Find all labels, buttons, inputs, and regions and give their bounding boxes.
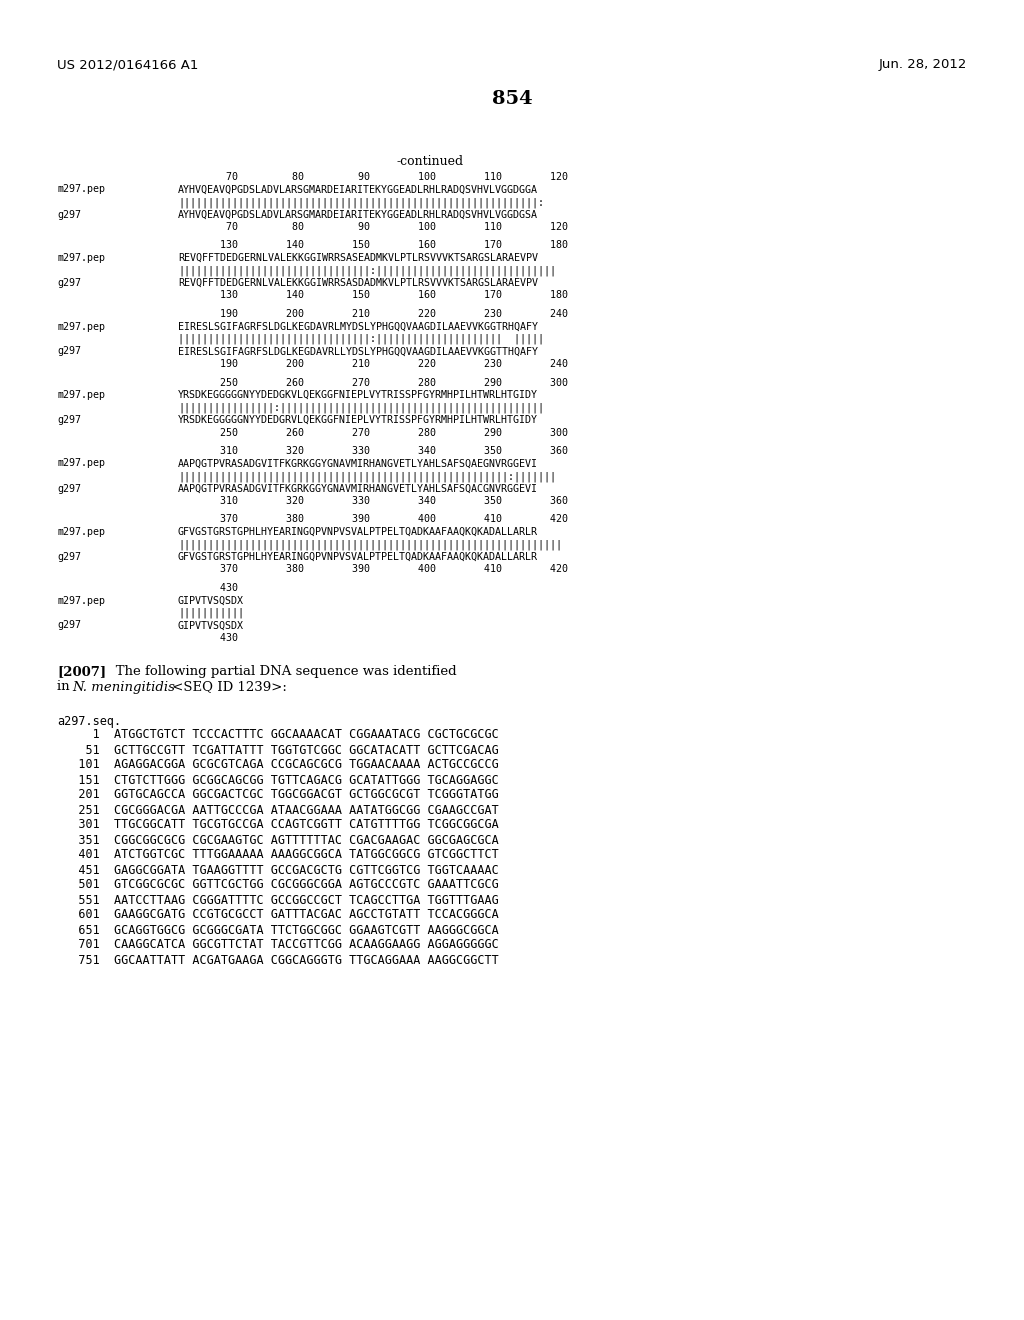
Text: 70         80         90        100        110        120: 70 80 90 100 110 120 xyxy=(178,172,568,182)
Text: ||||||||||||||||:||||||||||||||||||||||||||||||||||||||||||||: ||||||||||||||||:|||||||||||||||||||||||… xyxy=(178,403,544,413)
Text: 430: 430 xyxy=(178,634,238,643)
Text: EIRESLSGIFAGRFSLDGLKEGDAVRLMYDSLYPHGQQVAAGDILAAEVVKGGTRHQAFY: EIRESLSGIFAGRFSLDGLKEGDAVRLMYDSLYPHGQQVA… xyxy=(178,322,538,331)
Text: EIRESLSGIFAGRFSLDGLKEGDAVRLLYDSLYPHGQQVAAGDILAAEVVKGGTTHQAFY: EIRESLSGIFAGRFSLDGLKEGDAVRLLYDSLYPHGQQVA… xyxy=(178,346,538,356)
Text: 451  GAGGCGGATA TGAAGGTTTT GCCGACGCTG CGTTCGGTCG TGGTCAAAAC: 451 GAGGCGGATA TGAAGGTTTT GCCGACGCTG CGT… xyxy=(57,863,499,876)
Text: m297.pep: m297.pep xyxy=(57,527,105,537)
Text: REVQFFTDEDGERNLVALEKKGGIWRRSASDADMKVLPTLRSVVVKTSARGSLARAEVPV: REVQFFTDEDGERNLVALEKKGGIWRRSASDADMKVLPTL… xyxy=(178,279,538,288)
Text: <SEQ ID 1239>:: <SEQ ID 1239>: xyxy=(168,681,287,693)
Text: Jun. 28, 2012: Jun. 28, 2012 xyxy=(879,58,967,71)
Text: US 2012/0164166 A1: US 2012/0164166 A1 xyxy=(57,58,199,71)
Text: 310        320        330        340        350        360: 310 320 330 340 350 360 xyxy=(178,496,568,506)
Text: g297: g297 xyxy=(57,552,81,562)
Text: |||||||||||||||||||||||||||||||||||||||||||||||||||||||:|||||||: ||||||||||||||||||||||||||||||||||||||||… xyxy=(178,471,556,482)
Text: m297.pep: m297.pep xyxy=(57,458,105,469)
Text: m297.pep: m297.pep xyxy=(57,185,105,194)
Text: g297: g297 xyxy=(57,210,81,219)
Text: 430: 430 xyxy=(178,583,238,593)
Text: 250        260        270        280        290        300: 250 260 270 280 290 300 xyxy=(178,378,568,388)
Text: -continued: -continued xyxy=(396,154,464,168)
Text: 651  GCAGGTGGCG GCGGGCGATA TTCTGGCGGC GGAAGTCGTT AAGGGCGGCA: 651 GCAGGTGGCG GCGGGCGATA TTCTGGCGGC GGA… xyxy=(57,924,499,936)
Text: 190        200        210        220        230        240: 190 200 210 220 230 240 xyxy=(178,359,568,370)
Text: YRSDKEGGGGGNYYDEDGKVLQEKGGFNIEPLVYTRISSPFGYRMHPILHTWRLHTGIDY: YRSDKEGGGGGNYYDEDGKVLQEKGGFNIEPLVYTRISSP… xyxy=(178,389,538,400)
Text: g297: g297 xyxy=(57,414,81,425)
Text: 370        380        390        400        410        420: 370 380 390 400 410 420 xyxy=(178,565,568,574)
Text: 130        140        150        160        170        180: 130 140 150 160 170 180 xyxy=(178,290,568,301)
Text: GFVGSTGRSTGPHLHYEARINGQPVNPVSVALPTPELTQADKAAFAAQKQKADALLARLR: GFVGSTGRSTGPHLHYEARINGQPVNPVSVALPTPELTQA… xyxy=(178,552,538,562)
Text: m297.pep: m297.pep xyxy=(57,389,105,400)
Text: GIPVTVSQSDX: GIPVTVSQSDX xyxy=(178,620,244,631)
Text: 51  GCTTGCCGTT TCGATTATTT TGGTGTCGGC GGCATACATT GCTTCGACAG: 51 GCTTGCCGTT TCGATTATTT TGGTGTCGGC GGCA… xyxy=(57,743,499,756)
Text: 101  AGAGGACGGA GCGCGTCAGA CCGCAGCGCG TGGAACAAAA ACTGCCGCCG: 101 AGAGGACGGA GCGCGTCAGA CCGCAGCGCG TGG… xyxy=(57,759,499,771)
Text: 401  ATCTGGTCGC TTTGGAAAAA AAAGGCGGCA TATGGCGGCG GTCGGCTTCT: 401 ATCTGGTCGC TTTGGAAAAA AAAGGCGGCA TAT… xyxy=(57,849,499,862)
Text: 250        260        270        280        290        300: 250 260 270 280 290 300 xyxy=(178,428,568,437)
Text: AAPQGTPVRASADGVITFKGRKGGYGNAVMIRHANGVETLYAHLSAFSQAEGNVRGGEVI: AAPQGTPVRASADGVITFKGRKGGYGNAVMIRHANGVETL… xyxy=(178,458,538,469)
Text: GIPVTVSQSDX: GIPVTVSQSDX xyxy=(178,595,244,606)
Text: 1  ATGGCTGTCT TCCCACTTTC GGCAAAACAT CGGAAATACG CGCTGCGCGC: 1 ATGGCTGTCT TCCCACTTTC GGCAAAACAT CGGAA… xyxy=(57,729,499,742)
Text: in: in xyxy=(57,681,74,693)
Text: m297.pep: m297.pep xyxy=(57,322,105,331)
Text: ||||||||||||||||||||||||||||||||||||||||||||||||||||||||||||:: ||||||||||||||||||||||||||||||||||||||||… xyxy=(178,197,544,207)
Text: 501  GTCGGCGCGC GGTTCGCTGG CGCGGGCGGA AGTGCCCGTC GAAATTCGCG: 501 GTCGGCGCGC GGTTCGCTGG CGCGGGCGGA AGT… xyxy=(57,879,499,891)
Text: YRSDKEGGGGGNYYDEDGRVLQEKGGFNIEPLVYTRISSPFGYRMHPILHTWRLHTGIDY: YRSDKEGGGGGNYYDEDGRVLQEKGGFNIEPLVYTRISSP… xyxy=(178,414,538,425)
Text: 151  CTGTCTTGGG GCGGCAGCGG TGTTCAGACG GCATATTGGG TGCAGGAGGC: 151 CTGTCTTGGG GCGGCAGCGG TGTTCAGACG GCA… xyxy=(57,774,499,787)
Text: [2007]: [2007] xyxy=(57,665,106,678)
Text: 351  CGGCGGCGCG CGCGAAGTGC AGTTTTTTAC CGACGAAGAC GGCGAGCGCA: 351 CGGCGGCGCG CGCGAAGTGC AGTTTTTTAC CGA… xyxy=(57,833,499,846)
Text: m297.pep: m297.pep xyxy=(57,595,105,606)
Text: AYHVQEAVQPGDSLADVLARSGMARDEIARITEKYGGEADLRHLRADQSVHVLVGGDGGA: AYHVQEAVQPGDSLADVLARSGMARDEIARITEKYGGEAD… xyxy=(178,185,538,194)
Text: ||||||||||||||||||||||||||||||||:|||||||||||||||||||||  |||||: ||||||||||||||||||||||||||||||||:|||||||… xyxy=(178,334,544,345)
Text: AAPQGTPVRASADGVITFKGRKGGYGNAVMIRHANGVETLYAHLSAFSQACGNVRGGEVI: AAPQGTPVRASADGVITFKGRKGGYGNAVMIRHANGVETL… xyxy=(178,483,538,494)
Text: g297: g297 xyxy=(57,483,81,494)
Text: 854: 854 xyxy=(492,90,532,108)
Text: |||||||||||: ||||||||||| xyxy=(178,609,244,619)
Text: ||||||||||||||||||||||||||||||||:||||||||||||||||||||||||||||||: ||||||||||||||||||||||||||||||||:|||||||… xyxy=(178,265,556,276)
Text: 190        200        210        220        230        240: 190 200 210 220 230 240 xyxy=(178,309,568,319)
Text: 251  CGCGGGACGA AATTGCCCGA ATAACGGAAA AATATGGCGG CGAAGCCGAT: 251 CGCGGGACGA AATTGCCCGA ATAACGGAAA AAT… xyxy=(57,804,499,817)
Text: 301  TTGCGGCATT TGCGTGCCGA CCAGTCGGTT CATGTTTTGG TCGGCGGCGA: 301 TTGCGGCATT TGCGTGCCGA CCAGTCGGTT CAT… xyxy=(57,818,499,832)
Text: 551  AATCCTTAAG CGGGATTTTC GCCGGCCGCT TCAGCCTTGA TGGTTTGAAG: 551 AATCCTTAAG CGGGATTTTC GCCGGCCGCT TCA… xyxy=(57,894,499,907)
Text: g297: g297 xyxy=(57,346,81,356)
Text: g297: g297 xyxy=(57,620,81,631)
Text: AYHVQEAVQPGDSLADVLARSGMARDEIARITEKYGGEADLRHLRADQSVHVLVGGDGSA: AYHVQEAVQPGDSLADVLARSGMARDEIARITEKYGGEAD… xyxy=(178,210,538,219)
Text: m297.pep: m297.pep xyxy=(57,253,105,263)
Text: a297.seq.: a297.seq. xyxy=(57,714,121,727)
Text: 370        380        390        400        410        420: 370 380 390 400 410 420 xyxy=(178,515,568,524)
Text: N. meningitidis: N. meningitidis xyxy=(72,681,175,693)
Text: 130        140        150        160        170        180: 130 140 150 160 170 180 xyxy=(178,240,568,251)
Text: 70         80         90        100        110        120: 70 80 90 100 110 120 xyxy=(178,222,568,232)
Text: 310        320        330        340        350        360: 310 320 330 340 350 360 xyxy=(178,446,568,455)
Text: 701  CAAGGCATCA GGCGTTCTAT TACCGTTCGG ACAAGGAAGG AGGAGGGGGC: 701 CAAGGCATCA GGCGTTCTAT TACCGTTCGG ACA… xyxy=(57,939,499,952)
Text: REVQFFTDEDGERNLVALEKKGGIWRRSASEADMKVLPTLRSVVVKTSARGSLARAEVPV: REVQFFTDEDGERNLVALEKKGGIWRRSASEADMKVLPTL… xyxy=(178,253,538,263)
Text: g297: g297 xyxy=(57,279,81,288)
Text: GFVGSTGRSTGPHLHYEARINGQPVNPVSVALPTPELTQADKAAFAAQKQKADALLARLR: GFVGSTGRSTGPHLHYEARINGQPVNPVSVALPTPELTQA… xyxy=(178,527,538,537)
Text: 751  GGCAATTATT ACGATGAAGA CGGCAGGGTG TTGCAGGAAA AAGGCGGCTT: 751 GGCAATTATT ACGATGAAGA CGGCAGGGTG TTG… xyxy=(57,953,499,966)
Text: The following partial DNA sequence was identified: The following partial DNA sequence was i… xyxy=(103,665,457,678)
Text: ||||||||||||||||||||||||||||||||||||||||||||||||||||||||||||||||: ||||||||||||||||||||||||||||||||||||||||… xyxy=(178,540,562,550)
Text: 601  GAAGGCGATG CCGTGCGCCT GATTTACGAC AGCCTGTATT TCCACGGGCA: 601 GAAGGCGATG CCGTGCGCCT GATTTACGAC AGC… xyxy=(57,908,499,921)
Text: 201  GGTGCAGCCA GGCGACTCGC TGGCGGACGT GCTGGCGCGT TCGGGTATGG: 201 GGTGCAGCCA GGCGACTCGC TGGCGGACGT GCT… xyxy=(57,788,499,801)
